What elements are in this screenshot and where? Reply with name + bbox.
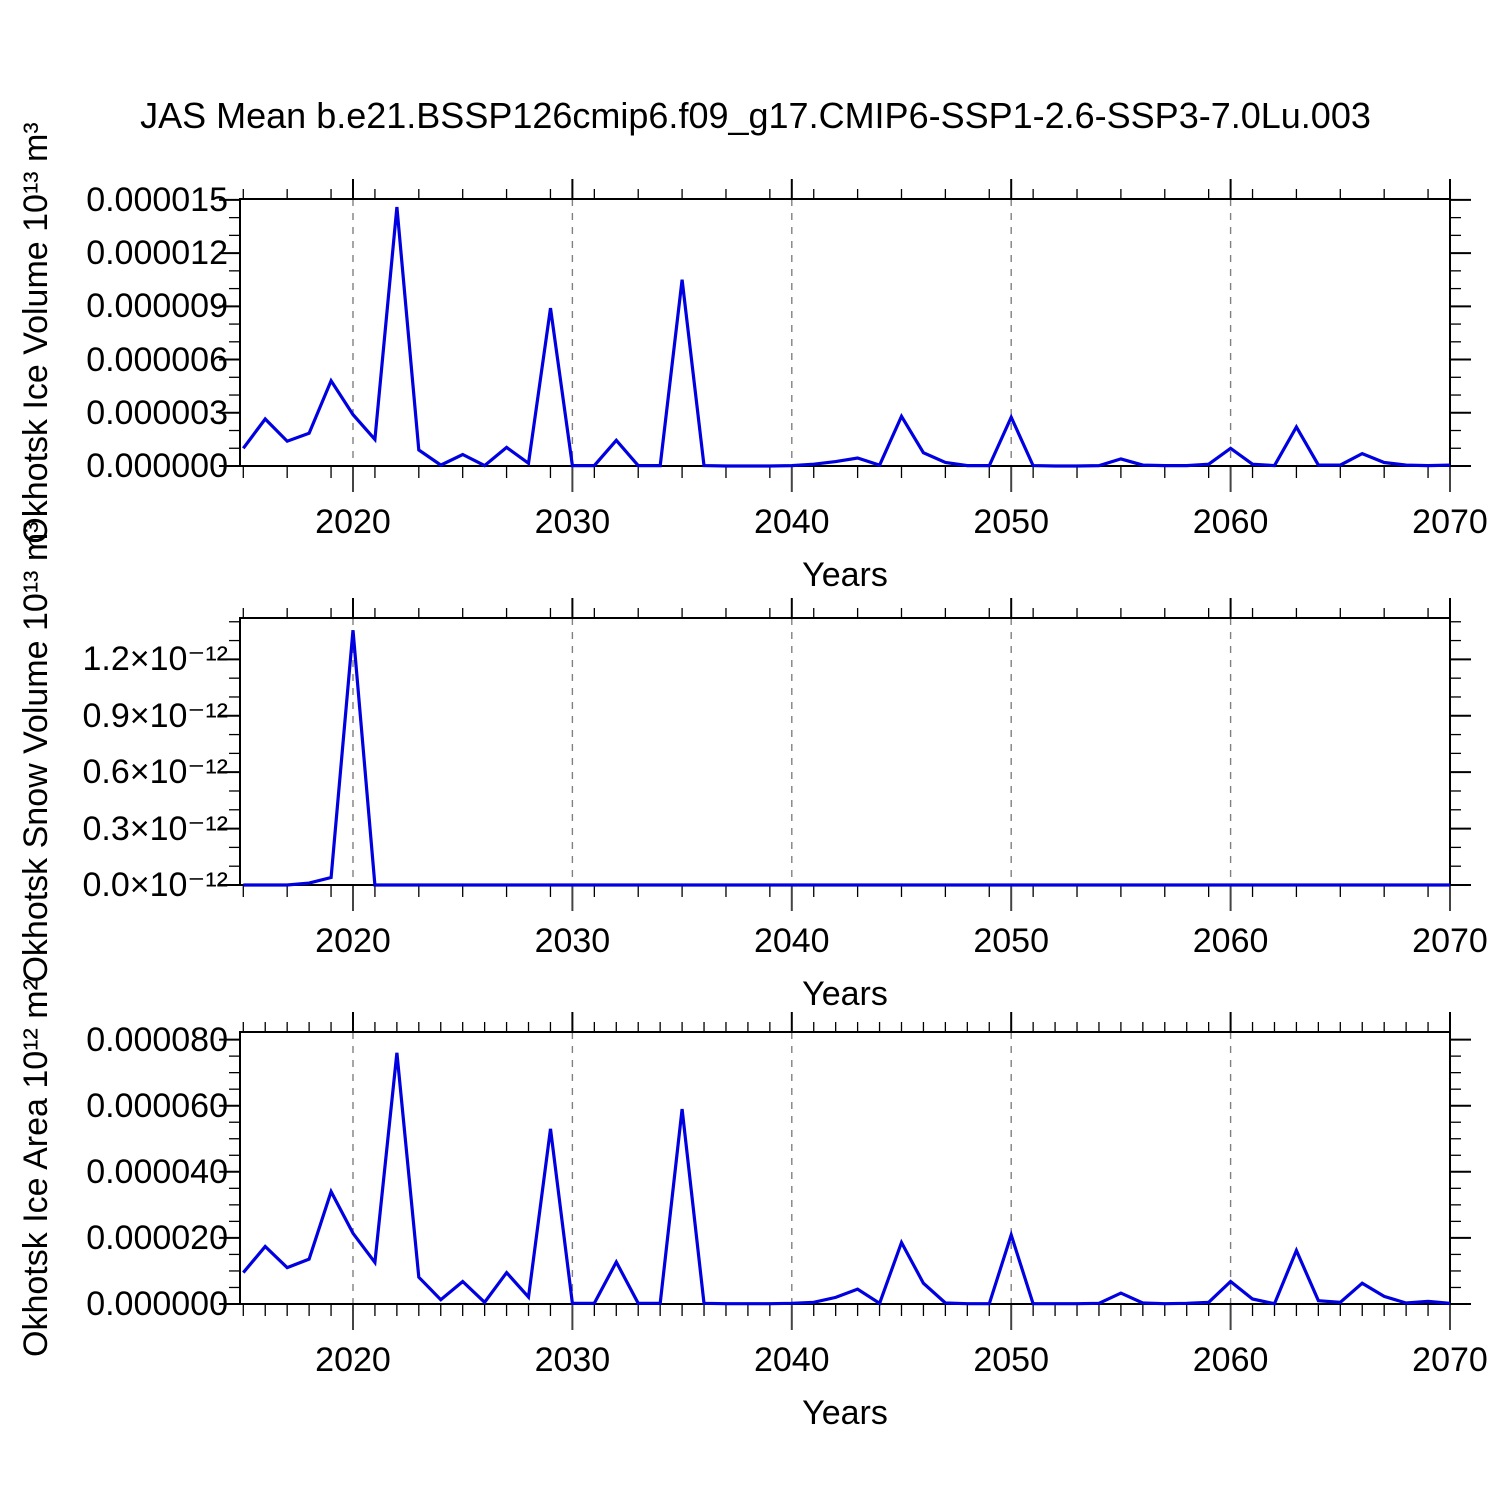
panel-border: [239, 1031, 1451, 1305]
y-tick-label: 0.000060: [86, 1086, 228, 1125]
x-tick-label: 2040: [753, 1341, 830, 1379]
x-axis-title-panel-1: Years: [802, 556, 888, 594]
x-tick-label: 2030: [534, 1341, 611, 1379]
x-tick-label: 2020: [315, 1341, 391, 1379]
x-tick-label: 2040: [753, 503, 830, 541]
x-tick-label: 2020: [315, 922, 391, 960]
chart-title: JAS Mean b.e21.BSSP126cmip6.f09_g17.CMIP…: [140, 95, 1371, 136]
y-tick-label: 0.000012: [86, 234, 228, 273]
panel-okhotsk-ice-area: [219, 1012, 1471, 1330]
panel-okhotsk-ice-volume: [219, 179, 1471, 492]
x-tick-label: 2050: [973, 503, 1049, 541]
series-line-okhotsk-snow-volume: [243, 630, 1450, 887]
series-line-okhotsk-ice-volume: [242, 206, 1451, 468]
y-tick-label: 0.000003: [86, 393, 228, 432]
x-tick-label: 2050: [973, 1341, 1049, 1379]
x-tick-label: 2020: [315, 503, 391, 541]
series-line-okhotsk-ice-area: [242, 1052, 1451, 1306]
panel-border: [239, 198, 1451, 467]
x-axis-title-panel-2: Years: [802, 975, 888, 1013]
x-tick-label: 2060: [1192, 1341, 1269, 1379]
x-tick-label: 2030: [534, 922, 611, 960]
x-tick-label: 2070: [1412, 503, 1488, 541]
y-tick-label: 0.000040: [86, 1152, 228, 1191]
x-axis-title-panel-3: Years: [802, 1394, 888, 1432]
x-tick-label: 2050: [973, 922, 1049, 960]
x-tick-label: 2040: [753, 922, 830, 960]
y-tick-label: 0.000015: [86, 180, 228, 219]
x-tick-label: 2070: [1412, 922, 1488, 960]
panel-okhotsk-snow-volume: [219, 598, 1471, 911]
y-tick-label: 0.000000: [86, 1285, 228, 1323]
y-tick-label: 0.000020: [86, 1218, 228, 1257]
y-tick-label: 1.2×10⁻¹²: [82, 640, 228, 679]
x-tick-label: 2060: [1192, 922, 1269, 960]
y-tick-label: 0.3×10⁻¹²: [82, 809, 228, 848]
y-tick-label: 0.0×10⁻¹²: [82, 866, 228, 904]
y-tick-label: 0.000080: [86, 1020, 228, 1059]
y-tick-label: 0.000000: [86, 447, 228, 485]
y-tick-label: 0.6×10⁻¹²: [82, 753, 228, 792]
x-tick-label: 2030: [534, 503, 611, 541]
y-tick-label: 0.9×10⁻¹²: [82, 696, 228, 735]
x-tick-label: 2070: [1412, 1341, 1488, 1379]
y-tick-label: 0.000009: [86, 287, 228, 326]
panel-border: [239, 617, 1451, 886]
y-tick-label: 0.000006: [86, 340, 228, 379]
x-tick-label: 2060: [1192, 503, 1269, 541]
